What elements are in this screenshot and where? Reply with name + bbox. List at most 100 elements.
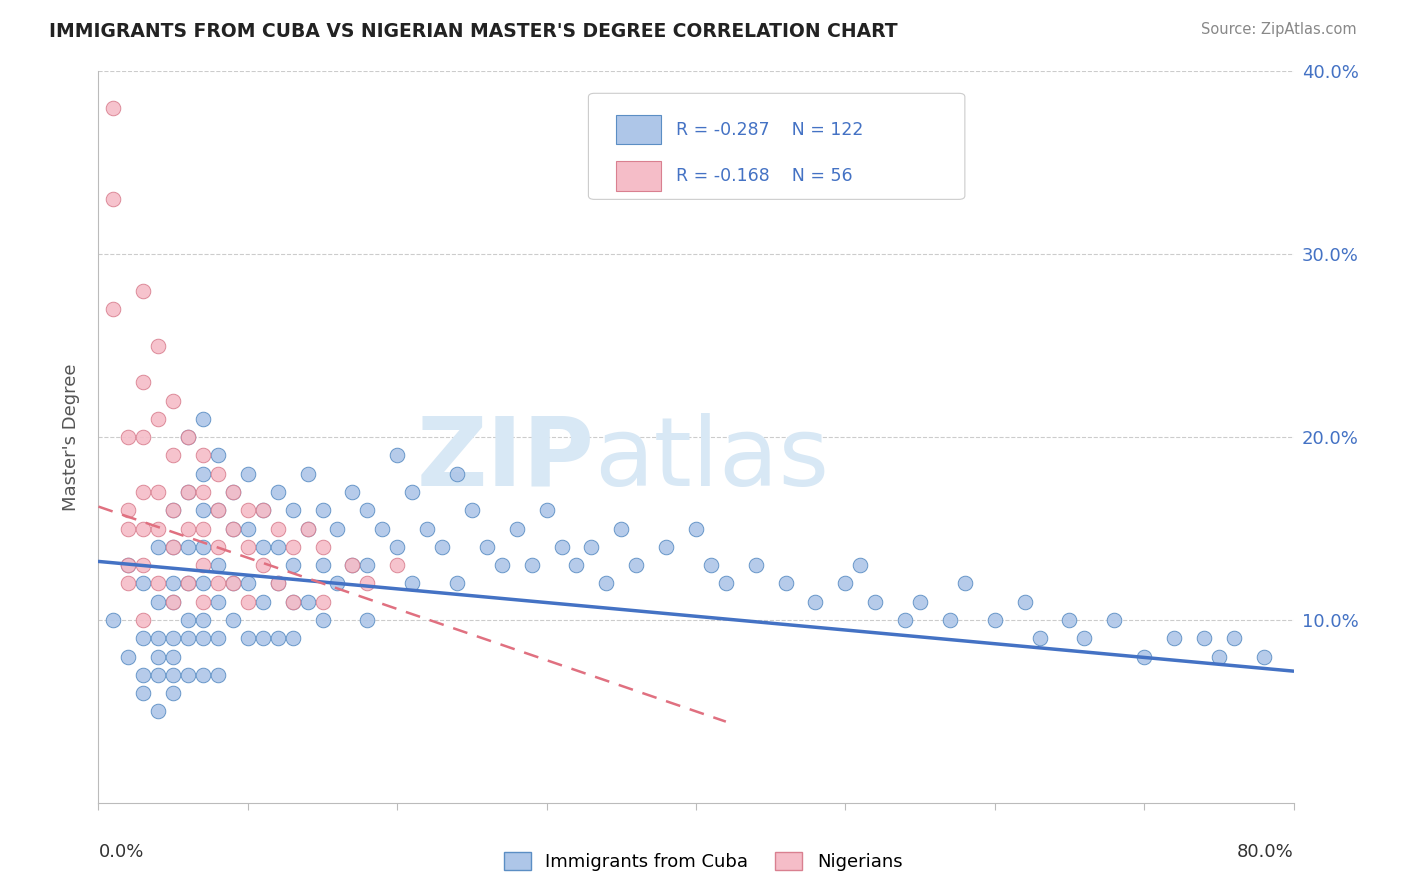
Point	[103, 613, 125, 627]
Point	[162, 576, 184, 591]
Text: atlas: atlas	[595, 412, 830, 506]
Point	[281, 594, 304, 608]
Point	[626, 558, 648, 573]
Point	[191, 503, 214, 517]
Point	[191, 558, 214, 573]
Point	[267, 540, 290, 554]
Point	[222, 576, 245, 591]
Point	[267, 576, 290, 591]
Point	[148, 412, 170, 426]
Point	[385, 448, 409, 462]
Point	[148, 540, 170, 554]
Point	[371, 521, 394, 535]
Point	[281, 503, 304, 517]
Point	[117, 576, 139, 591]
Point	[356, 576, 378, 591]
Point	[342, 558, 364, 573]
Point	[103, 101, 125, 115]
Point	[132, 613, 155, 627]
Point	[281, 540, 304, 554]
Point	[252, 503, 274, 517]
Point	[714, 576, 737, 591]
Point	[342, 485, 364, 500]
Point	[148, 705, 170, 719]
Point	[865, 594, 887, 608]
Point	[191, 667, 214, 681]
Text: Source: ZipAtlas.com: Source: ZipAtlas.com	[1201, 22, 1357, 37]
Point	[103, 192, 125, 206]
Point	[117, 649, 139, 664]
Point	[252, 540, 274, 554]
Point	[162, 503, 184, 517]
Point	[132, 558, 155, 573]
Point	[550, 540, 572, 554]
Point	[1059, 613, 1081, 627]
Point	[236, 632, 259, 646]
Point	[655, 540, 678, 554]
Point	[416, 521, 439, 535]
Point	[207, 576, 229, 591]
Point	[222, 576, 245, 591]
Point	[1223, 632, 1246, 646]
Y-axis label: Master's Degree: Master's Degree	[62, 363, 80, 511]
Point	[252, 594, 274, 608]
Point	[775, 576, 797, 591]
Point	[148, 667, 170, 681]
Text: ZIP: ZIP	[416, 412, 595, 506]
FancyBboxPatch shape	[616, 161, 661, 191]
Point	[207, 594, 229, 608]
Point	[356, 558, 378, 573]
Point	[894, 613, 917, 627]
Point	[162, 667, 184, 681]
Point	[162, 594, 184, 608]
Point	[297, 521, 319, 535]
Point	[281, 594, 304, 608]
Point	[117, 503, 139, 517]
Point	[236, 467, 259, 481]
Point	[207, 558, 229, 573]
Point	[177, 485, 200, 500]
Text: IMMIGRANTS FROM CUBA VS NIGERIAN MASTER'S DEGREE CORRELATION CHART: IMMIGRANTS FROM CUBA VS NIGERIAN MASTER'…	[49, 22, 898, 41]
Point	[207, 667, 229, 681]
Point	[117, 430, 139, 444]
Point	[311, 594, 333, 608]
Point	[311, 613, 333, 627]
Point	[117, 558, 139, 573]
Point	[191, 594, 214, 608]
Point	[1133, 649, 1156, 664]
Point	[103, 301, 125, 317]
Point	[177, 521, 200, 535]
Point	[267, 632, 290, 646]
Point	[207, 503, 229, 517]
Point	[207, 467, 229, 481]
Point	[745, 558, 768, 573]
Point	[177, 576, 200, 591]
Point	[148, 649, 170, 664]
Point	[222, 613, 245, 627]
Point	[401, 576, 423, 591]
Point	[908, 594, 931, 608]
Point	[236, 521, 259, 535]
Point	[610, 521, 633, 535]
FancyBboxPatch shape	[616, 115, 661, 145]
Point	[148, 632, 170, 646]
Point	[132, 686, 155, 700]
Point	[162, 393, 184, 408]
Point	[581, 540, 603, 554]
Point	[953, 576, 976, 591]
Point	[1073, 632, 1095, 646]
Text: 80.0%: 80.0%	[1237, 843, 1294, 861]
Point	[162, 503, 184, 517]
Point	[148, 521, 170, 535]
Point	[117, 521, 139, 535]
Point	[222, 485, 245, 500]
Point	[595, 576, 617, 591]
Point	[162, 540, 184, 554]
Point	[311, 503, 333, 517]
Point	[177, 613, 200, 627]
Point	[461, 503, 484, 517]
Point	[191, 412, 214, 426]
Point	[401, 485, 423, 500]
Point	[162, 540, 184, 554]
Point	[191, 632, 214, 646]
